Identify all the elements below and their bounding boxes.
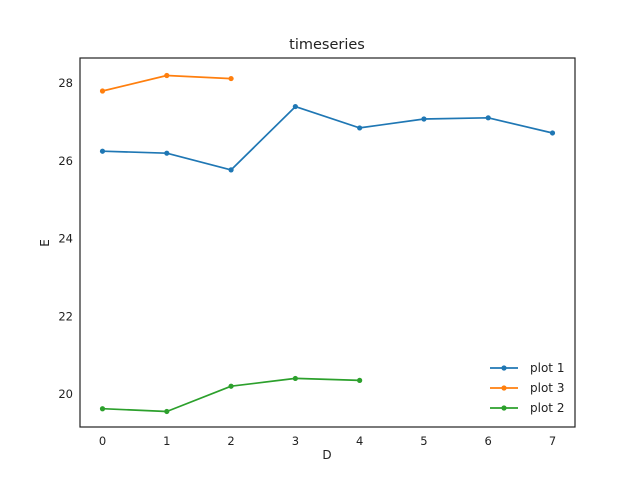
y-axis-ticks: 20 22 24 26 28 <box>58 76 73 401</box>
data-point <box>99 88 106 94</box>
y-axis-label: E <box>38 239 52 247</box>
x-tick-label: 3 <box>292 434 299 448</box>
legend-item: plot 2 <box>490 401 564 415</box>
series-line <box>102 377 360 413</box>
data-point <box>164 150 170 156</box>
chart-title: timeseries <box>289 37 365 53</box>
x-tick-label: 7 <box>549 434 556 448</box>
x-tick-label: 2 <box>227 434 234 448</box>
series-layer <box>99 72 556 415</box>
data-point <box>292 103 298 110</box>
data-point <box>99 148 106 154</box>
data-point <box>228 167 234 173</box>
y-tick-label: 20 <box>58 387 73 401</box>
data-point <box>228 383 234 389</box>
series <box>99 72 234 94</box>
x-tick-label: 0 <box>99 434 106 448</box>
series <box>99 103 556 173</box>
y-tick-label: 22 <box>58 309 73 323</box>
y-tick-label: 24 <box>58 232 73 246</box>
x-axis-label: D <box>322 448 331 462</box>
data-point <box>228 75 234 82</box>
data-point <box>164 408 170 415</box>
data-point <box>357 125 363 131</box>
x-tick-label: 4 <box>356 434 363 448</box>
data-point <box>164 72 170 79</box>
series-line <box>102 105 553 171</box>
y-tick-label: 26 <box>58 154 73 168</box>
legend-swatch-marker <box>501 365 507 371</box>
x-axis-ticks: 0 1 2 3 4 5 6 7 <box>99 434 556 448</box>
data-point <box>549 130 556 136</box>
legend-item: plot 1 <box>490 361 564 375</box>
legend-label: plot 1 <box>530 361 564 375</box>
data-point <box>485 115 491 121</box>
legend-label: plot 3 <box>530 381 564 395</box>
legend-swatch-marker <box>501 385 507 391</box>
data-point <box>421 116 427 122</box>
x-tick-label: 5 <box>420 434 427 448</box>
plot-frame <box>79 57 576 428</box>
data-point <box>292 375 298 382</box>
data-point <box>99 406 106 412</box>
legend: plot 1 plot 3 plot 2 <box>490 361 564 415</box>
data-point <box>357 377 363 383</box>
legend-item: plot 3 <box>490 381 564 395</box>
series <box>99 375 363 415</box>
y-tick-label: 28 <box>58 76 73 90</box>
x-tick-label: 1 <box>163 434 170 448</box>
legend-label: plot 2 <box>530 401 564 415</box>
x-tick-label: 6 <box>485 434 492 448</box>
legend-swatch-marker <box>501 405 507 411</box>
